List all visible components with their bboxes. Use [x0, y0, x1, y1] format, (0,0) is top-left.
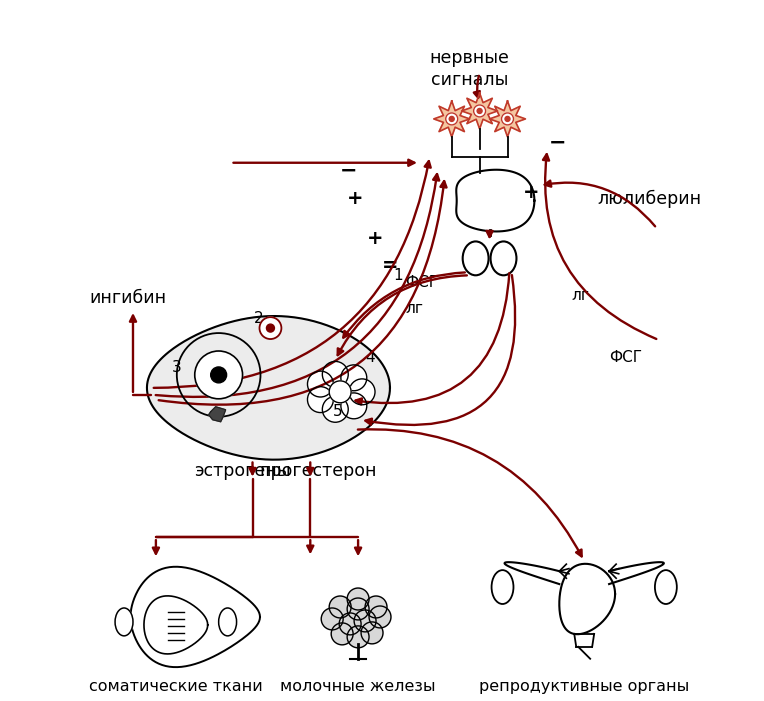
- Circle shape: [329, 596, 351, 618]
- Text: 2: 2: [254, 311, 264, 326]
- Ellipse shape: [219, 608, 237, 636]
- Polygon shape: [434, 101, 470, 137]
- Circle shape: [349, 379, 375, 404]
- Circle shape: [321, 608, 343, 630]
- Text: лг: лг: [571, 287, 589, 303]
- Ellipse shape: [491, 570, 513, 604]
- Circle shape: [341, 365, 367, 390]
- Polygon shape: [559, 564, 615, 634]
- Circle shape: [322, 396, 348, 422]
- Polygon shape: [131, 566, 260, 667]
- Circle shape: [474, 105, 486, 117]
- Circle shape: [341, 393, 367, 418]
- Text: 4: 4: [365, 350, 375, 365]
- Circle shape: [267, 324, 274, 332]
- Circle shape: [361, 622, 383, 644]
- Text: люлиберин: люлиберин: [597, 189, 701, 207]
- Text: 3: 3: [172, 360, 182, 376]
- Text: молочные железы: молочные железы: [280, 679, 435, 693]
- Circle shape: [347, 588, 369, 610]
- Text: +: +: [367, 229, 384, 248]
- Circle shape: [307, 371, 333, 397]
- Polygon shape: [147, 316, 390, 460]
- Circle shape: [307, 387, 333, 413]
- Circle shape: [354, 610, 376, 632]
- Circle shape: [195, 351, 242, 399]
- Circle shape: [260, 317, 281, 339]
- Circle shape: [365, 596, 387, 618]
- Text: ингибин: ингибин: [89, 290, 167, 307]
- Circle shape: [332, 623, 353, 645]
- Text: 1: 1: [393, 268, 403, 283]
- Circle shape: [176, 333, 261, 416]
- Polygon shape: [209, 407, 225, 422]
- Polygon shape: [144, 596, 208, 654]
- Polygon shape: [456, 170, 534, 231]
- Text: прогестерон: прогестерон: [260, 461, 377, 479]
- Circle shape: [501, 113, 513, 125]
- Text: эстрогены: эстрогены: [194, 461, 291, 479]
- Text: −: −: [339, 161, 357, 181]
- Text: ФСГ: ФСГ: [405, 275, 438, 290]
- Ellipse shape: [490, 241, 516, 275]
- Circle shape: [445, 113, 458, 125]
- Circle shape: [505, 116, 510, 121]
- Circle shape: [322, 362, 348, 388]
- Text: нервные
сигналы: нервные сигналы: [429, 49, 510, 90]
- Ellipse shape: [655, 570, 677, 604]
- Circle shape: [339, 613, 361, 635]
- Circle shape: [347, 626, 369, 648]
- Text: 5: 5: [333, 404, 343, 419]
- Text: +: +: [347, 189, 364, 208]
- Polygon shape: [461, 93, 497, 129]
- Text: −: −: [549, 132, 566, 153]
- Text: ФСГ: ФСГ: [609, 350, 642, 365]
- Circle shape: [369, 606, 391, 628]
- Text: лг: лг: [405, 301, 423, 315]
- Circle shape: [478, 109, 482, 114]
- Circle shape: [211, 367, 227, 383]
- Circle shape: [329, 381, 351, 403]
- Text: репродуктивные органы: репродуктивные органы: [479, 679, 689, 693]
- Text: соматические ткани: соматические ткани: [89, 679, 263, 693]
- Polygon shape: [490, 101, 526, 137]
- Text: +: +: [523, 183, 539, 202]
- Ellipse shape: [463, 241, 488, 275]
- Circle shape: [347, 598, 369, 620]
- Circle shape: [449, 116, 455, 121]
- Ellipse shape: [115, 608, 133, 636]
- Text: =: =: [382, 256, 398, 275]
